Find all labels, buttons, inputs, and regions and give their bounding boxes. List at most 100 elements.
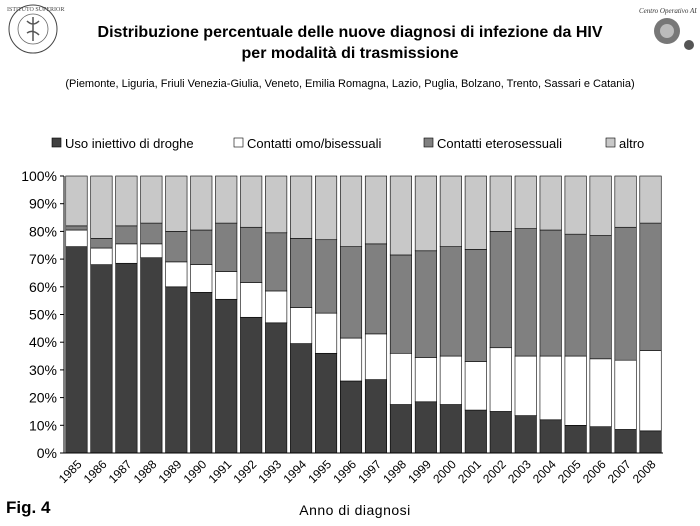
bar-segment (140, 243, 163, 259)
bar-segment (290, 175, 313, 239)
bar-segment (464, 249, 487, 362)
bar-segment (190, 229, 213, 265)
bar-segment (389, 352, 412, 405)
x-tick-label: 2007 (605, 457, 634, 486)
x-tick-label: 1992 (231, 457, 260, 486)
x-tick-label: 1999 (405, 457, 434, 486)
bar-segment (614, 226, 637, 361)
bar-segment (364, 333, 388, 380)
bar-segment (614, 175, 637, 228)
bar-segment (215, 222, 238, 272)
bar-segment (539, 229, 562, 357)
bar-segment (639, 350, 662, 432)
bar-segment (514, 228, 537, 357)
bar-segment (539, 419, 562, 454)
x-tick-label: 1993 (255, 457, 284, 486)
coa-logo: Centro Operativo AIDS (639, 7, 697, 50)
bar-segment (265, 175, 288, 234)
y-tick-label: 30% (29, 362, 57, 378)
bar-segment (439, 355, 462, 405)
bar-segment (514, 415, 537, 454)
chart-title: Distribuzione percentuale delle nuove di… (40, 22, 660, 64)
legend-label: Contatti eterosessuali (437, 136, 562, 151)
bar-segment (315, 239, 338, 314)
bar-segment (539, 175, 562, 231)
y-tick-label: 70% (29, 251, 57, 267)
bar-segment (389, 404, 412, 454)
x-tick-label: 2004 (530, 457, 559, 486)
bar-segment (464, 409, 487, 454)
bar-segment (190, 292, 213, 454)
bar-segment (165, 261, 188, 288)
bar-segment (140, 257, 163, 454)
bar-segment (464, 175, 487, 250)
figure-label: Fig. 4 (6, 498, 51, 517)
bar-segment (439, 246, 462, 357)
bar-segment (439, 404, 462, 454)
bar-segment (564, 233, 587, 357)
bar-segment (240, 175, 263, 228)
legend-label: Contatti omo/bisessuali (247, 136, 382, 151)
bar-segment (90, 238, 113, 249)
coa-logo-text: Centro Operativo AIDS (639, 7, 697, 15)
legend-label: Uso iniettivo di droghe (65, 136, 194, 151)
x-tick-label: 1987 (106, 457, 135, 486)
bar-segment (265, 232, 288, 292)
y-tick-label: 20% (29, 390, 57, 406)
x-tick-label: 1991 (206, 457, 235, 486)
bar-segment (589, 358, 612, 427)
bar-segment (489, 175, 512, 232)
bar-segment (290, 343, 313, 454)
x-tick-label: 2003 (505, 457, 534, 486)
bar-segment (614, 359, 637, 430)
bar-segment (265, 322, 288, 454)
bars (65, 175, 662, 454)
chart-title-line2: per modalità di trasmissione (241, 45, 459, 62)
iss-logo-text: ISTITUTO SUPERIORE DI SANITÀ (7, 5, 65, 13)
legend-swatch (233, 137, 244, 148)
bar-segment (265, 290, 288, 324)
bar-segment (240, 316, 263, 454)
bar-segment (614, 429, 637, 454)
x-tick-label: 1985 (56, 457, 85, 486)
bar-segment (639, 430, 662, 454)
bar-segment (489, 411, 512, 454)
bar-segment (364, 175, 388, 245)
x-tick-label: 2006 (580, 457, 609, 486)
bar-segment (115, 243, 138, 264)
bar-segment (190, 175, 213, 231)
bar-segment (65, 225, 88, 231)
bar-segment (589, 235, 612, 360)
x-tick-label: 1988 (131, 457, 160, 486)
bar-segment (165, 231, 188, 263)
bar-segment (414, 250, 437, 358)
bar-segment (115, 225, 138, 245)
bar-segment (315, 312, 338, 354)
bar-segment (639, 175, 662, 224)
y-tick-label: 90% (29, 196, 57, 212)
bar-segment (589, 426, 612, 454)
y-tick-label: 40% (29, 334, 57, 350)
bar-segment (364, 379, 388, 454)
bar-segment (339, 175, 363, 247)
bar-segment (564, 175, 587, 235)
x-tick-label: 2000 (430, 457, 459, 486)
bar-segment (315, 175, 338, 241)
bar-segment (339, 246, 363, 339)
y-tick-label: 80% (29, 223, 57, 239)
chart-subtitle: (Piemonte, Liguria, Friuli Venezia-Giuli… (65, 78, 635, 90)
bar-segment (564, 424, 587, 454)
bar-segment (215, 271, 238, 300)
legend-label: altro (619, 136, 644, 151)
x-tick-label: 1994 (280, 457, 309, 486)
bar-segment (215, 175, 238, 224)
bar-segment (315, 352, 338, 454)
y-tick-label: 100% (21, 168, 57, 184)
chart-title-line1: Distribuzione percentuale delle nuove di… (97, 24, 603, 41)
y-tick-label: 0% (37, 445, 57, 461)
y-tick-label: 60% (29, 279, 57, 295)
bar-segment (190, 264, 213, 293)
x-tick-label: 1989 (156, 457, 185, 486)
y-axis: 0% 10% 20% 30% 40% 50% 60% 70% 80% 90% 100% (21, 168, 65, 461)
